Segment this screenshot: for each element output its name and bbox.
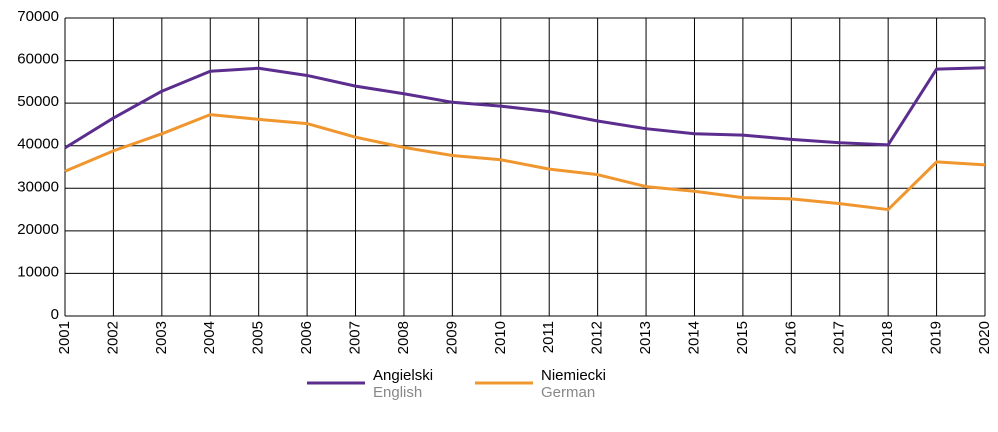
legend-label: German [541,384,595,401]
legend-label: Angielski [373,367,433,384]
y-tick-label: 60000 [17,51,59,68]
x-tick-label: 2009 [443,321,460,354]
x-tick-label: 2016 [782,321,799,354]
x-tick-label: 2014 [685,321,702,354]
y-tick-label: 40000 [17,136,59,153]
x-tick-label: 2019 [928,321,945,354]
y-tick-label: 10000 [17,263,59,280]
y-tick-label: 70000 [17,8,59,25]
x-tick-label: 2010 [492,321,509,354]
legend-label: Niemiecki [541,367,606,384]
x-tick-label: 2013 [637,321,654,354]
x-tick-label: 2011 [540,321,557,353]
x-tick-label: 2018 [879,321,896,354]
x-tick-label: 2003 [153,321,170,354]
x-tick-label: 2020 [976,321,993,354]
x-tick-label: 2012 [589,321,606,354]
x-tick-label: 2006 [298,321,315,354]
legend-label: English [373,384,422,401]
y-tick-label: 0 [51,306,59,323]
x-tick-label: 2015 [734,321,751,354]
x-tick-label: 2008 [395,321,412,354]
y-tick-label: 30000 [17,178,59,195]
series-line [64,66,986,150]
x-tick-label: 2005 [250,321,267,354]
series-line [64,113,986,212]
y-tick-label: 50000 [17,93,59,110]
x-tick-label: 2002 [104,321,121,354]
x-tick-label: 2004 [201,321,218,354]
x-tick-label: 2007 [346,321,363,354]
y-tick-label: 20000 [17,221,59,238]
x-tick-label: 2017 [831,321,848,354]
x-tick-label: 2001 [56,321,73,354]
